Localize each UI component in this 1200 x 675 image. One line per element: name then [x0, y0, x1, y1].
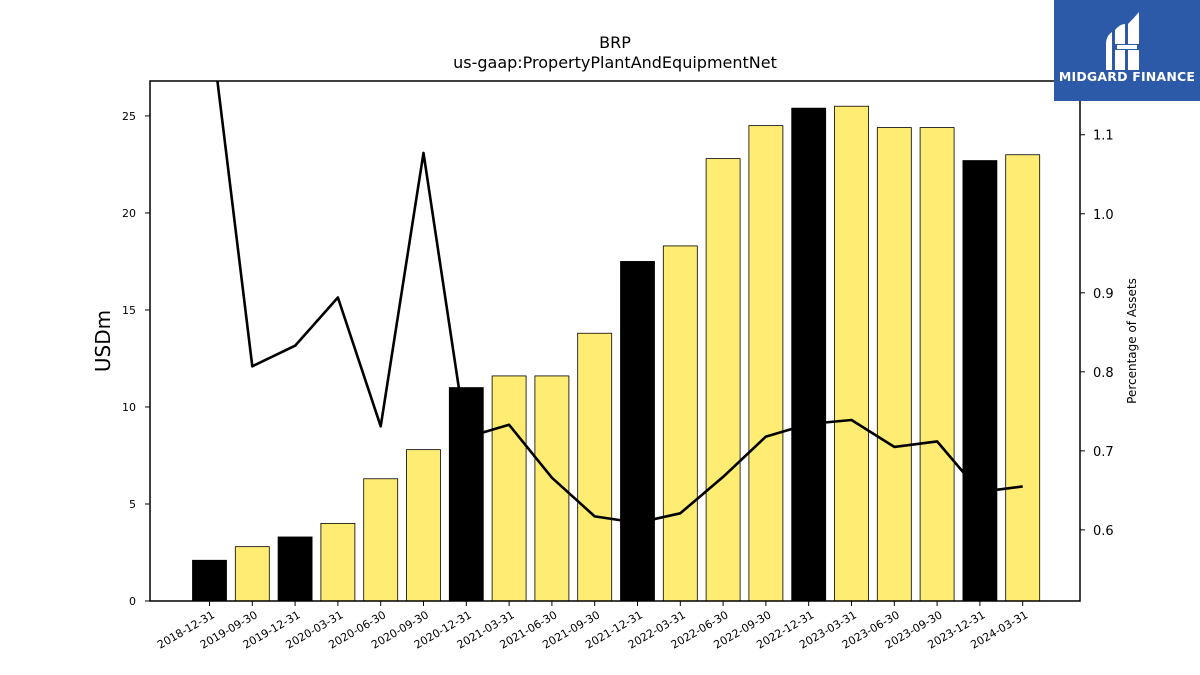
y-tick-label: 10 — [122, 401, 136, 414]
bar — [234, 546, 270, 602]
chart-subtitle: us-gaap:PropertyPlantAndEquipmentNet — [453, 53, 777, 72]
bar — [1005, 154, 1041, 602]
bar — [919, 127, 955, 602]
y2-tick-label: 0.7 — [1093, 445, 1114, 460]
bar — [962, 160, 998, 602]
series-line — [216, 81, 1023, 525]
y2-tick-label: 0.8 — [1093, 366, 1114, 381]
y2-axis-label: Percentage of Assets — [1125, 278, 1139, 404]
bar — [277, 536, 313, 602]
bar — [662, 245, 698, 602]
y2-tick-label: 0.6 — [1093, 524, 1114, 539]
y-tick-label: 15 — [122, 304, 136, 317]
bar — [876, 127, 912, 602]
y-tick-label: 0 — [129, 595, 136, 608]
logo-text: MIDGARD FINANCE — [1058, 69, 1196, 84]
bar — [748, 125, 784, 602]
y-tick-label: 25 — [122, 110, 136, 123]
bar — [705, 158, 741, 602]
y-axis-label: USDm — [91, 310, 115, 372]
bar — [192, 559, 227, 602]
y-tick-label: 20 — [122, 207, 136, 220]
bar-group — [192, 105, 1041, 602]
left-axis: 0 5 10 15 20 25 — [122, 110, 150, 608]
plot-frame — [149, 80, 1081, 602]
bar — [491, 375, 527, 602]
bar — [320, 522, 356, 602]
bar — [448, 387, 484, 602]
y2-tick-label: 1.0 — [1093, 208, 1114, 223]
bar — [620, 261, 655, 602]
y-tick-label: 5 — [129, 498, 136, 511]
bar — [791, 107, 827, 602]
right-axis: 0.6 0.7 0.8 0.9 1.0 1.1 — [1080, 129, 1114, 539]
line-group — [216, 81, 1023, 525]
x-axis: 2018-12-312019-09-302019-12-312020-03-31… — [155, 601, 1030, 652]
y2-tick-label: 0.9 — [1093, 287, 1114, 302]
bar — [834, 105, 869, 602]
brand-logo: MIDGARD FINANCE — [1054, 0, 1200, 101]
bar — [363, 478, 399, 602]
bar — [406, 449, 441, 602]
y2-tick-label: 1.1 — [1093, 129, 1114, 144]
chart-title: BRP — [599, 33, 631, 52]
bar — [577, 332, 613, 602]
logo-mark-icon — [1106, 12, 1139, 70]
